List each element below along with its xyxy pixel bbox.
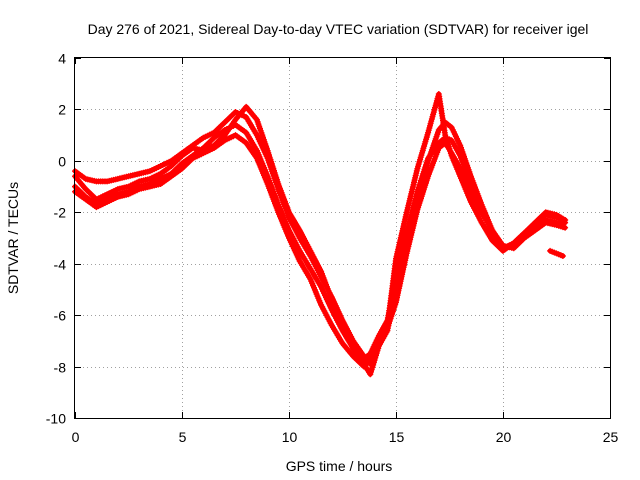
series-track-4 <box>72 91 569 370</box>
series-tail-fragment <box>547 247 566 259</box>
chart-title: Day 276 of 2021, Sidereal Day-to-day VTE… <box>88 21 589 37</box>
grid <box>75 58 610 418</box>
x-tick-label: 10 <box>282 429 298 445</box>
series-layer <box>72 91 569 378</box>
y-tick-label: -4 <box>54 257 67 273</box>
x-tick-label: 15 <box>389 429 405 445</box>
ticks: 0 5 10 15 20 25 -10 -8 -6 -4 -2 0 2 4 <box>46 51 619 446</box>
data-point-marker <box>562 224 569 231</box>
y-tick-label: 0 <box>58 154 66 170</box>
x-tick-label: 0 <box>72 429 80 445</box>
plot-frame <box>74 57 611 419</box>
y-tick-label: -2 <box>54 205 67 221</box>
y-tick-label: 4 <box>58 51 66 67</box>
data-point-marker <box>559 253 566 259</box>
y-tick-label: -8 <box>54 360 67 376</box>
y-tick-label: -10 <box>46 411 66 427</box>
y-tick-label: 2 <box>58 102 66 118</box>
y-tick-label: -6 <box>54 308 67 324</box>
x-tick-label: 5 <box>179 429 187 445</box>
x-tick-label: 20 <box>496 429 512 445</box>
x-axis-label: GPS time / hours <box>286 458 393 474</box>
data-point-marker <box>562 217 569 223</box>
x-tick-label: 25 <box>603 429 619 445</box>
y-axis-label: SDTVAR / TECUs <box>5 182 21 294</box>
